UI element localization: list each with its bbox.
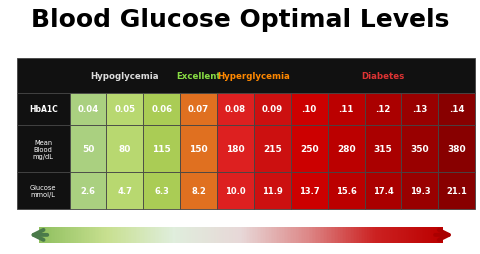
Text: 21.1: 21.1 <box>446 186 467 196</box>
Bar <box>143 172 180 210</box>
Text: 8.2: 8.2 <box>191 186 206 196</box>
Bar <box>180 93 217 126</box>
Bar <box>17 58 475 93</box>
Bar <box>17 172 70 210</box>
Text: 15.6: 15.6 <box>336 186 357 196</box>
Text: Diabetes: Diabetes <box>361 71 405 80</box>
Bar <box>364 126 401 172</box>
Bar <box>143 126 180 172</box>
Bar <box>217 126 254 172</box>
Text: 350: 350 <box>410 145 429 154</box>
Text: Excellent: Excellent <box>176 71 221 80</box>
Bar <box>438 93 475 126</box>
Text: 2.6: 2.6 <box>81 186 96 196</box>
Bar <box>254 93 291 126</box>
Text: 180: 180 <box>226 145 245 154</box>
Bar <box>107 172 143 210</box>
Text: .12: .12 <box>375 105 391 114</box>
Text: .13: .13 <box>412 105 428 114</box>
Text: 80: 80 <box>119 145 131 154</box>
Text: .14: .14 <box>449 105 465 114</box>
Text: 250: 250 <box>300 145 319 154</box>
Bar <box>254 172 291 210</box>
Bar <box>180 172 217 210</box>
Text: 50: 50 <box>82 145 94 154</box>
Text: Mean
Blood
mg/dL: Mean Blood mg/dL <box>33 139 54 159</box>
Text: 315: 315 <box>373 145 392 154</box>
Text: 280: 280 <box>337 145 355 154</box>
Bar <box>107 126 143 172</box>
Bar <box>254 126 291 172</box>
Text: .10: .10 <box>301 105 317 114</box>
Text: 6.3: 6.3 <box>154 186 169 196</box>
Text: Hypoglycemia: Hypoglycemia <box>91 71 159 80</box>
Bar <box>17 93 70 126</box>
Text: 380: 380 <box>447 145 466 154</box>
Text: 215: 215 <box>263 145 282 154</box>
Bar <box>328 172 364 210</box>
Text: .11: .11 <box>338 105 354 114</box>
Text: HbA1C: HbA1C <box>29 105 58 114</box>
Bar <box>364 93 401 126</box>
Bar <box>401 126 438 172</box>
Text: 0.05: 0.05 <box>114 105 135 114</box>
Bar <box>70 126 107 172</box>
Text: 11.9: 11.9 <box>262 186 283 196</box>
Bar <box>328 93 364 126</box>
Text: 13.7: 13.7 <box>299 186 320 196</box>
Text: 4.7: 4.7 <box>118 186 132 196</box>
Bar <box>217 93 254 126</box>
Bar <box>328 126 364 172</box>
Bar <box>401 93 438 126</box>
Bar <box>143 93 180 126</box>
Bar <box>70 172 107 210</box>
Bar <box>70 93 107 126</box>
Bar <box>217 172 254 210</box>
Bar <box>364 172 401 210</box>
Text: 150: 150 <box>189 145 208 154</box>
Text: 0.09: 0.09 <box>262 105 283 114</box>
Text: 0.07: 0.07 <box>188 105 209 114</box>
Bar <box>17 126 70 172</box>
Bar <box>107 93 143 126</box>
Text: Hyperglycemia: Hyperglycemia <box>217 71 290 80</box>
Text: 0.08: 0.08 <box>225 105 246 114</box>
Text: 0.04: 0.04 <box>77 105 98 114</box>
Text: Blood Glucose Optimal Levels: Blood Glucose Optimal Levels <box>31 8 449 31</box>
Text: 17.4: 17.4 <box>372 186 394 196</box>
Bar <box>438 172 475 210</box>
Text: 10.0: 10.0 <box>225 186 246 196</box>
Bar <box>438 126 475 172</box>
Bar <box>291 93 328 126</box>
Text: Glucose
mmol/L: Glucose mmol/L <box>30 185 57 198</box>
Bar <box>180 126 217 172</box>
Bar <box>291 126 328 172</box>
Bar <box>401 172 438 210</box>
Bar <box>291 172 328 210</box>
Text: 19.3: 19.3 <box>409 186 430 196</box>
Text: 0.06: 0.06 <box>151 105 172 114</box>
Text: 115: 115 <box>152 145 171 154</box>
